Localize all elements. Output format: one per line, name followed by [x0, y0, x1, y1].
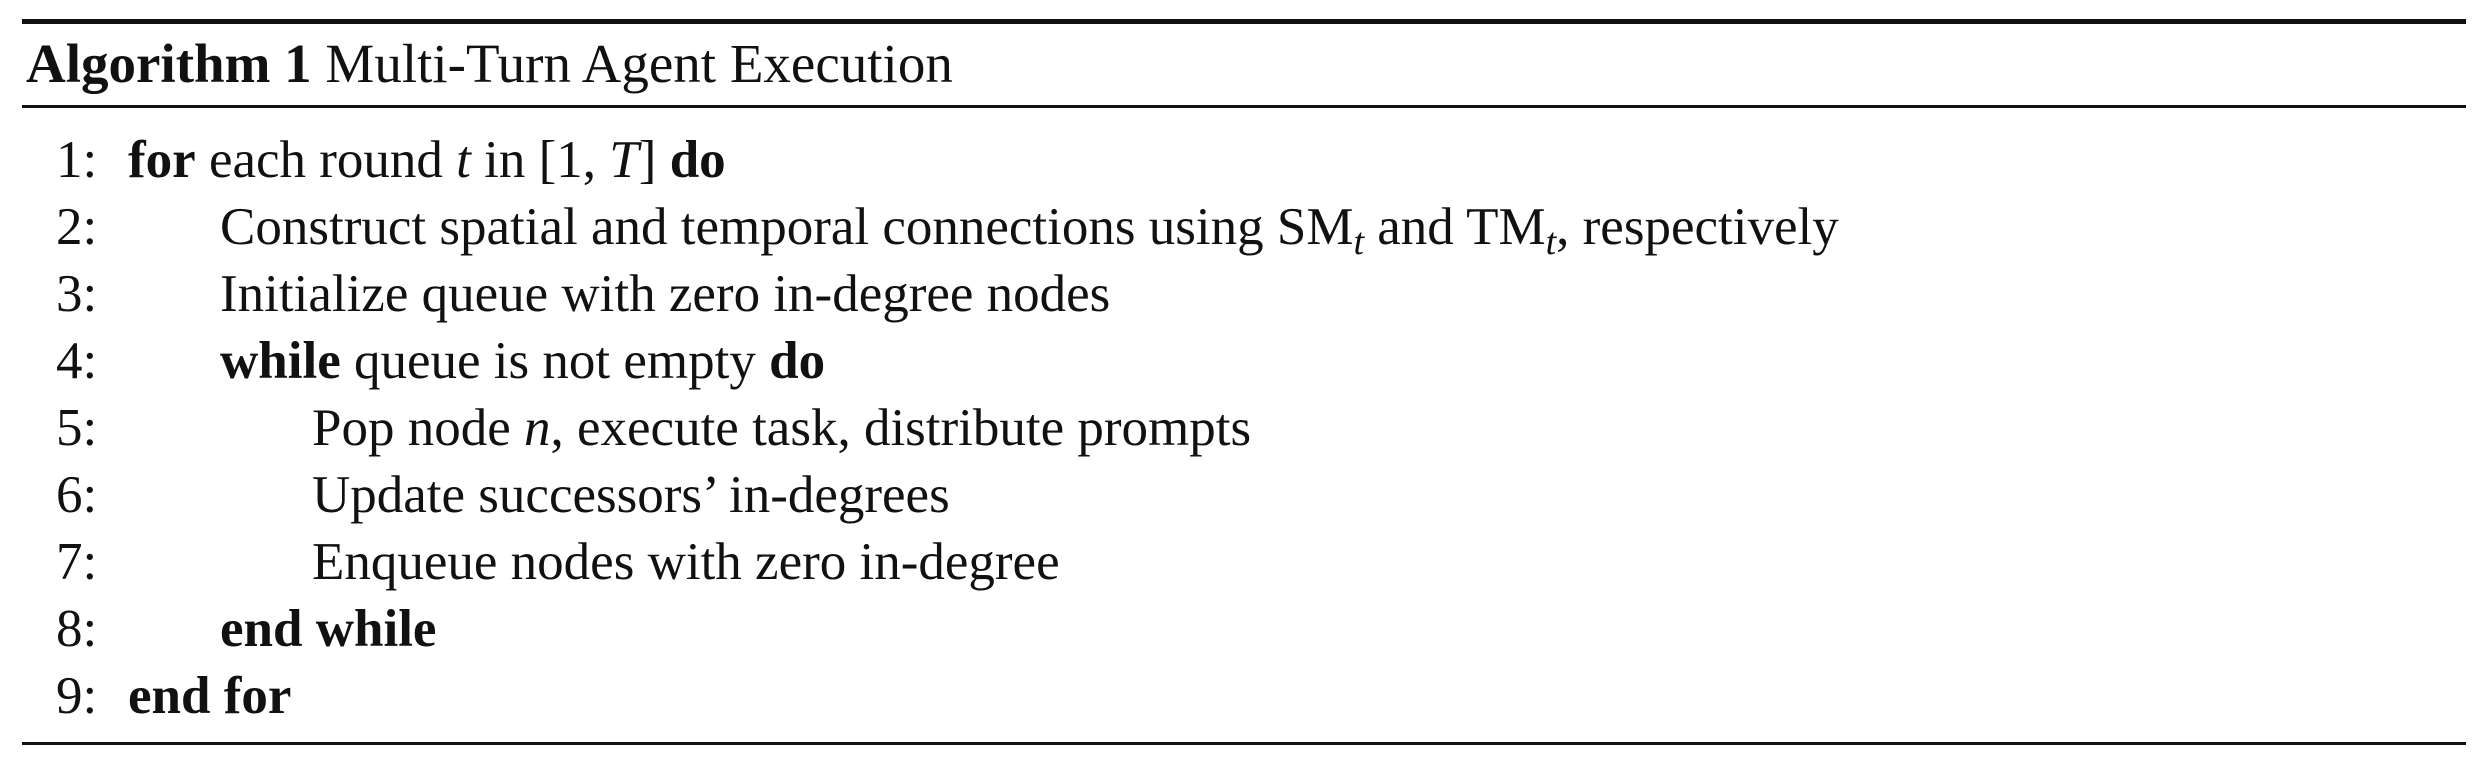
line-text: Update successors’ in-degrees	[312, 462, 950, 529]
line-number: 3:	[56, 265, 98, 323]
line-text: Pop node n, execute task, distribute pro…	[312, 395, 1251, 462]
step-text: queue is not empty	[340, 332, 770, 390]
line-number: 7:	[56, 533, 98, 591]
line-number: 8:	[56, 600, 98, 658]
line-text: Enqueue nodes with zero in-degree	[312, 529, 1060, 596]
caption-rule	[22, 105, 2466, 108]
step-text: , respectively	[1556, 198, 1839, 256]
algorithm-title: Multi-Turn Agent Execution	[325, 33, 953, 94]
step-text: Initialize queue with zero in-degree nod…	[220, 265, 1111, 323]
step-text: Update successors’ in-degrees	[312, 466, 950, 524]
keyword: for	[128, 131, 196, 189]
line-number: 1:	[56, 131, 98, 189]
step-text: Construct spatial and temporal connectio…	[220, 198, 1354, 256]
line-number: 4:	[56, 332, 98, 390]
line-text: end while	[220, 596, 436, 663]
math-symbol: T	[609, 131, 639, 189]
line-text: Initialize queue with zero in-degree nod…	[220, 261, 1110, 328]
top-rule	[22, 19, 2466, 24]
keyword: end for	[128, 667, 292, 725]
step-text: , execute task, distribute prompts	[550, 399, 1252, 457]
bottom-rule	[22, 742, 2466, 745]
line-text: Construct spatial and temporal connectio…	[220, 194, 1839, 261]
step-text: and TM	[1364, 198, 1546, 256]
line-number: 6:	[56, 466, 98, 524]
algorithm-label: Algorithm 1	[26, 33, 312, 94]
line-text: while queue is not empty do	[220, 328, 825, 395]
line-number: 9:	[56, 667, 98, 725]
step-text: in	[470, 131, 539, 189]
algorithm-caption: Algorithm 1 Multi-Turn Agent Execution	[26, 24, 953, 104]
keyword: do	[669, 131, 726, 189]
line-number: 5:	[56, 399, 98, 457]
math-symbol: n	[524, 399, 551, 457]
step-text: ]	[638, 131, 670, 189]
keyword: while	[220, 332, 341, 390]
line-text: end for	[128, 663, 291, 730]
math-symbol: t	[456, 131, 471, 189]
math-subscript: t	[1353, 221, 1365, 263]
step-text: Enqueue nodes with zero in-degree	[312, 533, 1060, 591]
step-text: Pop node	[312, 399, 524, 457]
math-subscript: t	[1545, 221, 1557, 263]
keyword: end while	[220, 600, 437, 658]
line-number: 2:	[56, 198, 98, 256]
step-text: [1,	[538, 131, 610, 189]
step-text: each round	[195, 131, 457, 189]
line-text: for each round t in [1, T] do	[128, 127, 726, 194]
keyword: do	[769, 332, 826, 390]
